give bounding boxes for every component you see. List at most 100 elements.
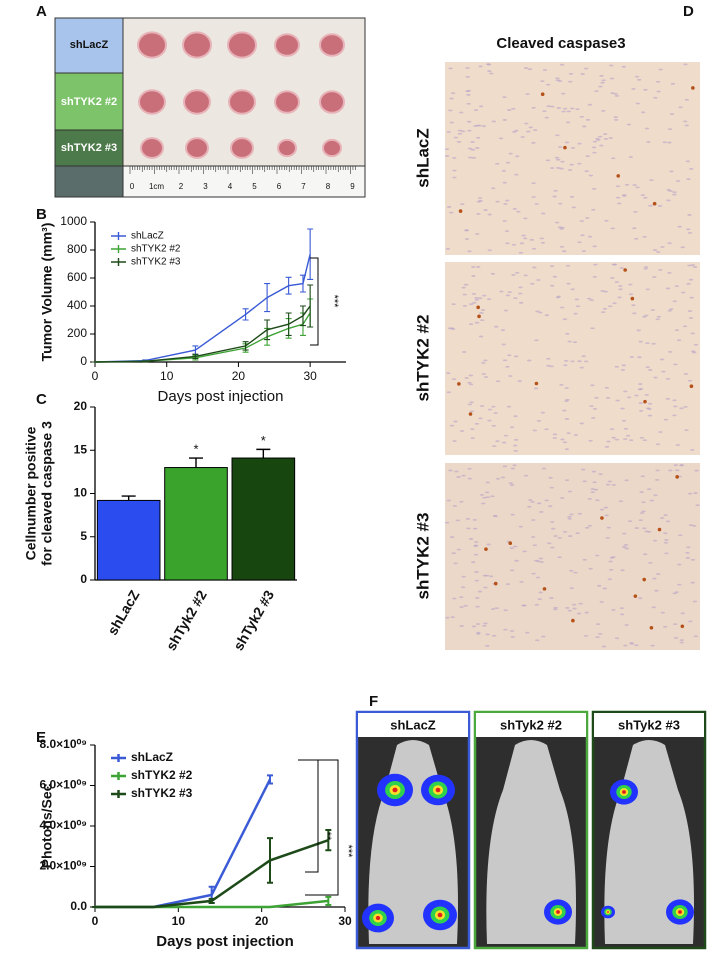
nucleus bbox=[595, 137, 600, 140]
nucleus bbox=[491, 120, 496, 123]
nucleus bbox=[491, 405, 496, 408]
nucleus bbox=[594, 396, 599, 399]
error-bar-path bbox=[267, 774, 273, 785]
y-tick-label: 8.0×10⁰⁹ bbox=[39, 737, 87, 751]
nucleus bbox=[591, 146, 597, 149]
error-bar bbox=[142, 360, 149, 363]
nucleus bbox=[599, 144, 604, 147]
nucleus bbox=[536, 419, 542, 422]
nucleus bbox=[479, 311, 484, 314]
nucleus bbox=[623, 644, 628, 647]
nucleus bbox=[556, 166, 561, 169]
nucleus bbox=[577, 512, 583, 515]
nucleus bbox=[632, 184, 637, 186]
nucleus bbox=[666, 199, 671, 202]
nucleus bbox=[669, 113, 675, 115]
series-line bbox=[94, 254, 311, 363]
nucleus bbox=[598, 633, 603, 635]
stained-cell bbox=[457, 382, 461, 386]
nucleus bbox=[474, 296, 479, 299]
nucleus bbox=[478, 199, 483, 202]
nucleus bbox=[670, 82, 676, 85]
nucleus bbox=[462, 305, 468, 307]
error-bar-path bbox=[264, 319, 271, 341]
panel-title: Cleaved caspase3 bbox=[496, 35, 625, 52]
nucleus bbox=[567, 340, 572, 343]
nucleus bbox=[575, 108, 580, 111]
nucleus bbox=[457, 132, 463, 135]
nucleus bbox=[500, 476, 506, 479]
nucleus bbox=[601, 311, 606, 314]
nucleus bbox=[672, 300, 678, 303]
nucleus bbox=[649, 499, 655, 502]
nucleus bbox=[562, 441, 568, 444]
nucleus bbox=[591, 470, 597, 473]
significance: * bbox=[261, 433, 266, 448]
signal bbox=[437, 912, 443, 918]
histology-image bbox=[445, 62, 700, 255]
nucleus bbox=[448, 469, 453, 472]
nucleus bbox=[471, 156, 477, 159]
nucleus bbox=[641, 510, 646, 513]
nucleus bbox=[592, 151, 597, 154]
nucleus bbox=[642, 315, 647, 318]
nucleus bbox=[673, 637, 679, 639]
nucleus bbox=[688, 317, 694, 319]
ruler-label: 6 bbox=[277, 182, 282, 191]
nucleus bbox=[604, 219, 609, 222]
nucleus bbox=[674, 285, 680, 288]
nucleus bbox=[561, 110, 566, 113]
nucleus bbox=[672, 399, 677, 402]
nucleus bbox=[569, 513, 574, 516]
significance: *** bbox=[328, 295, 340, 309]
nucleus bbox=[677, 225, 682, 228]
nucleus bbox=[574, 298, 580, 301]
nucleus bbox=[505, 199, 510, 202]
nucleus bbox=[473, 541, 479, 543]
nucleus bbox=[648, 561, 653, 564]
nucleus bbox=[503, 609, 508, 612]
nucleus bbox=[540, 80, 545, 82]
nucleus bbox=[668, 308, 674, 311]
nucleus bbox=[591, 416, 596, 419]
nucleus bbox=[478, 105, 484, 108]
nucleus bbox=[529, 238, 534, 241]
nucleus bbox=[590, 491, 596, 494]
nucleus bbox=[587, 103, 593, 106]
nucleus bbox=[502, 181, 507, 184]
nucleus bbox=[590, 327, 595, 330]
nucleus bbox=[487, 213, 492, 216]
label-strip bbox=[358, 713, 468, 737]
stained-cell bbox=[476, 305, 480, 310]
nucleus bbox=[645, 366, 650, 369]
nucleus bbox=[607, 578, 612, 581]
legend-label: shTYK2 #3 bbox=[131, 257, 181, 268]
nucleus bbox=[680, 246, 685, 249]
nucleus bbox=[567, 535, 573, 537]
nucleus bbox=[477, 590, 483, 593]
tumor bbox=[277, 138, 297, 158]
nucleus bbox=[658, 268, 663, 271]
nucleus bbox=[490, 272, 496, 275]
nucleus bbox=[673, 464, 679, 467]
bar bbox=[96, 499, 161, 581]
nucleus bbox=[514, 173, 519, 176]
nucleus bbox=[445, 616, 450, 619]
nucleus bbox=[662, 625, 668, 628]
nucleus bbox=[618, 288, 623, 291]
nucleus bbox=[474, 233, 480, 235]
stained-cell bbox=[643, 399, 647, 404]
error-bar bbox=[325, 895, 332, 906]
nucleus bbox=[476, 213, 481, 215]
nucleus bbox=[632, 312, 637, 315]
nucleus bbox=[685, 557, 691, 559]
nucleus bbox=[534, 603, 540, 606]
error-bar bbox=[307, 228, 314, 280]
tumor bbox=[140, 137, 164, 159]
x-tick-label: 30 bbox=[338, 914, 352, 928]
nucleus bbox=[541, 212, 546, 215]
histology-image bbox=[445, 262, 700, 455]
nucleus bbox=[581, 250, 587, 252]
nucleus bbox=[687, 214, 692, 216]
nucleus bbox=[566, 432, 571, 435]
